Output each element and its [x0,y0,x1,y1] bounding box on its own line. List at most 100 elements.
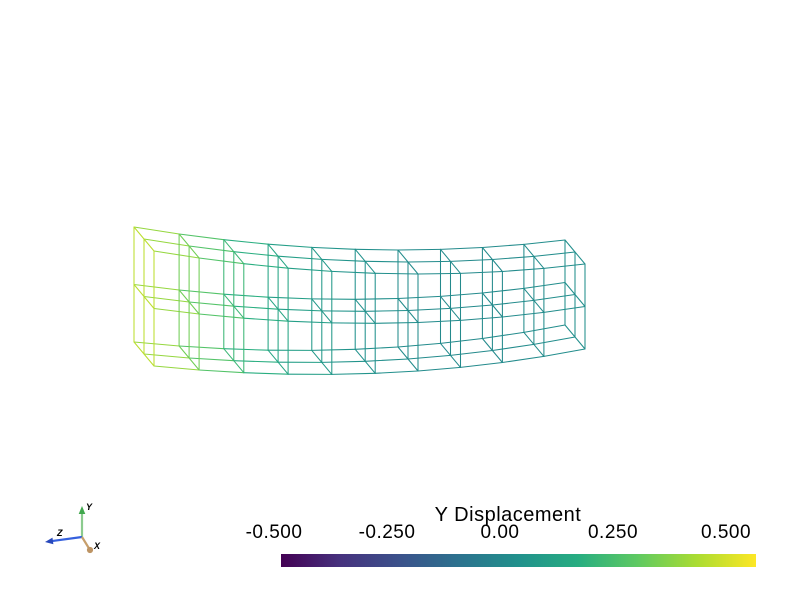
mesh-edge [481,246,493,261]
mesh-edge [233,360,245,374]
mesh-edge [331,372,376,375]
mesh-edge [407,309,419,324]
z-axis-label: Z [56,528,63,538]
mesh-edge [277,255,323,260]
mesh-edge [198,369,245,374]
mesh-edge [133,283,180,291]
mesh-edge [564,239,576,253]
mesh-edge [459,270,503,274]
mesh-edge [354,248,399,251]
mesh-edge [267,243,313,248]
mesh-edge [321,258,366,262]
mesh-edge [267,349,279,363]
mesh-edge [287,267,333,272]
mesh-edge [364,360,376,374]
mesh-edge [321,361,333,375]
mesh-edge [543,263,586,269]
mesh-edge [523,239,566,245]
mesh-edge [374,272,419,275]
mesh-edge [188,357,235,362]
mesh-edge [311,348,356,351]
mesh-edge [491,299,535,306]
mesh-edge [354,346,399,350]
mesh-edge [178,345,225,350]
mesh-edge [574,251,586,265]
mesh-edge [188,245,200,259]
mesh-edge [133,341,180,347]
mesh-edge [449,260,462,274]
x-axis-arrow: X [81,536,101,554]
mesh-edge [481,331,525,340]
mesh-edge [133,283,145,298]
mesh-edge [354,348,366,362]
mesh-edge [198,257,245,265]
mesh-edge [491,343,535,352]
mesh-edge [501,311,545,318]
mesh-edge [143,353,155,367]
mesh-edge [533,255,545,269]
mesh-edge [243,263,289,269]
mesh-edge [354,297,399,300]
mesh-edge [223,239,269,245]
mesh-edge [374,321,419,324]
mesh-edge [143,238,190,247]
mesh-edge [321,310,333,324]
mesh-edge [198,313,245,319]
mesh-edge [501,267,545,273]
mesh-edge [533,299,545,313]
mesh-edge [417,319,462,324]
mesh-edge [277,255,289,269]
mesh-edge [439,246,483,250]
mesh-edge [233,251,245,265]
mesh-edge [397,295,442,300]
mesh-edge [564,324,576,338]
mesh-edge [133,341,145,355]
mesh-edge [543,305,586,313]
mesh-edge [481,292,493,306]
mesh-edge [407,261,419,275]
mesh-edge [178,233,190,247]
mesh-edge [233,251,279,257]
mesh-edge [449,304,493,309]
z-axis-arrow: Z [45,528,83,545]
mesh-edge [397,346,409,360]
mesh-edge [311,298,323,312]
mesh-edge [133,226,145,240]
mesh-edge [397,248,442,251]
mesh-edge [243,372,289,375]
mesh-edge [277,308,289,322]
mesh-edge [188,301,235,307]
mesh-edge [397,342,442,348]
mesh-edge [223,293,235,307]
mesh-edge [223,348,235,362]
mesh-edge [153,365,200,371]
mesh-edge [364,310,376,324]
mesh-edge [533,343,545,357]
mesh-edge [311,349,323,363]
mesh-edge [364,309,409,312]
mesh-edge [533,336,576,345]
mesh-edge [188,357,200,371]
mesh-edge [439,337,483,344]
mesh-edge [354,298,366,312]
mesh-edge [439,295,452,309]
mesh-edge [364,260,376,274]
mesh-edge [417,272,462,275]
y-axis-label: Y [86,502,93,512]
mesh-edge [364,358,409,362]
mesh-edge [277,308,323,312]
mesh-edge [439,292,483,297]
mesh-edge [277,361,289,375]
mesh-edge [491,258,503,273]
mesh-edge [543,348,586,357]
mesh-edge [481,287,525,294]
mesh-edge [311,246,323,260]
mesh-edge [153,250,200,259]
mesh-edge [178,233,225,241]
mesh-edge [491,255,535,261]
mesh-edge [364,260,409,263]
mesh-edge [143,238,155,252]
